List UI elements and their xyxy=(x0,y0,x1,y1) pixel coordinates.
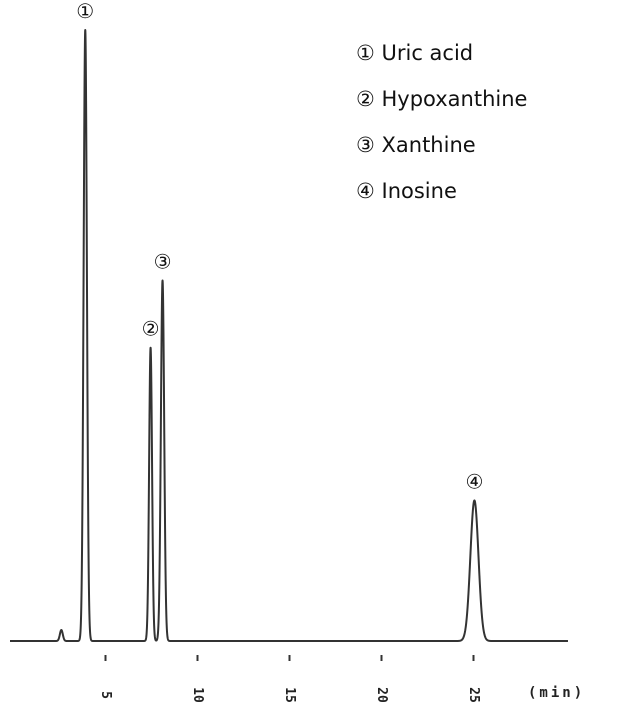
legend-entry: ④ Inosine xyxy=(356,179,457,203)
x-tick-label: 5 xyxy=(98,691,113,699)
x-axis-unit-label: (min) xyxy=(528,685,585,701)
legend-entry: ③ Xanthine xyxy=(356,133,476,157)
peak-labels: ① ② ③ ④ xyxy=(76,0,483,493)
peak-marker-label: ② xyxy=(142,317,160,341)
x-tick-label: 10 xyxy=(190,687,205,703)
peak-marker-label: ③ xyxy=(154,250,172,274)
x-tick-label: 25 xyxy=(466,687,481,703)
legend-entry: ① Uric acid xyxy=(356,41,473,65)
x-tick-label: 15 xyxy=(282,687,297,703)
legend: ① Uric acid ② Hypoxanthine ③ Xanthine ④ Ino… xyxy=(356,41,527,203)
legend-entry: ② Hypoxanthine xyxy=(356,87,527,111)
x-axis: 5 10 15 20 25 (min) xyxy=(98,655,585,703)
peak-marker-label: ① xyxy=(76,0,94,23)
x-tick-label: 20 xyxy=(374,687,389,703)
chromatogram-trace xyxy=(9,29,569,642)
peak-marker-label: ④ xyxy=(465,469,483,493)
